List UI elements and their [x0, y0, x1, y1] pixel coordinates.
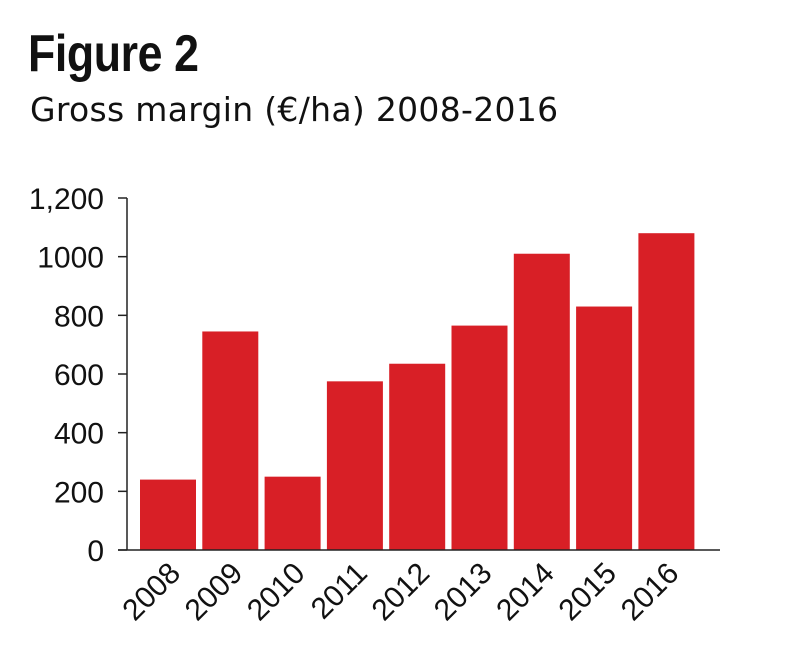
x-tick-label-2011: 2011 [305, 557, 374, 626]
x-tick-label-2014: 2014 [490, 557, 561, 628]
bar-2014 [513, 253, 570, 550]
x-tick-label-2008: 2008 [116, 557, 187, 628]
bars [140, 233, 695, 550]
x-tick-label-2010: 2010 [241, 557, 312, 628]
x-tick-label-2009: 2009 [179, 557, 250, 628]
y-tick-label: 1,200 [29, 183, 104, 216]
y-tick-label: 200 [54, 476, 104, 509]
y-tick-label: 1000 [37, 242, 104, 275]
bar-2009 [202, 331, 259, 550]
figure-label: Figure 2 [28, 25, 199, 83]
bar-2008 [140, 479, 196, 550]
x-tick-label-2016: 2016 [615, 557, 686, 628]
bar-2016 [638, 233, 695, 550]
bar-2010 [264, 476, 321, 550]
y-tick-label: 800 [54, 300, 104, 333]
bar-2015 [576, 306, 633, 550]
bar-2011 [326, 381, 383, 550]
x-tick-label-2015: 2015 [553, 557, 624, 628]
y-axis-ticks: 0 200 400 600 800 1000 1,200 [29, 183, 127, 568]
y-tick-label: 600 [54, 359, 104, 392]
bar-2012 [389, 363, 446, 550]
figure-title: Gross margin (€/ha) 2008-2016 [30, 90, 559, 129]
y-tick-label: 0 [87, 535, 104, 568]
x-tick-label-2013: 2013 [428, 557, 499, 628]
x-tick-label-2012: 2012 [366, 557, 437, 628]
y-tick-label: 400 [54, 418, 104, 451]
bar-2013 [451, 325, 508, 550]
